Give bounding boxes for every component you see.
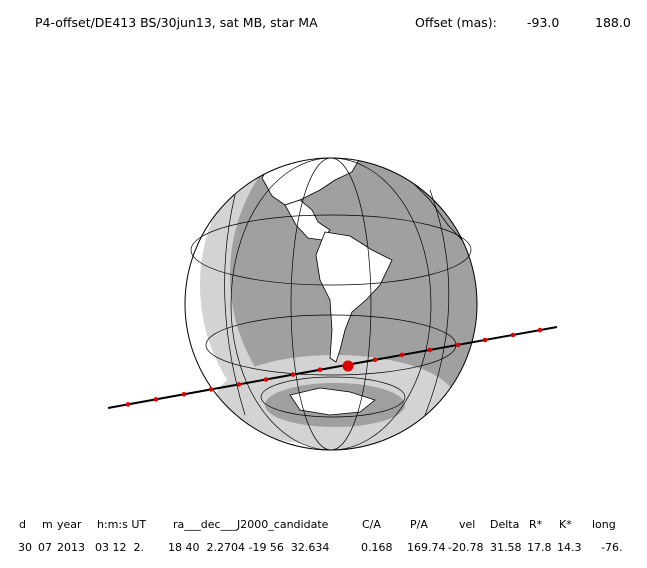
column-header: Delta xyxy=(490,518,519,531)
table-cell: 03 12 2. xyxy=(95,541,144,554)
globe xyxy=(184,157,478,451)
table-cell: 169.74 xyxy=(407,541,446,554)
table-cell: 31.58 xyxy=(490,541,522,554)
column-header: year xyxy=(57,518,82,531)
table-cell: 30 xyxy=(18,541,32,554)
column-header: h:m:s UT xyxy=(97,518,146,531)
table-cell: 17.8 xyxy=(527,541,552,554)
table-cell: -20.78 xyxy=(448,541,483,554)
table-cell: -76. xyxy=(601,541,622,554)
map-title: P4-offset/DE413 BS/30jun13, sat MB, star… xyxy=(35,15,318,30)
column-header: P/A xyxy=(410,518,428,531)
shadow-path xyxy=(107,326,558,409)
column-header: K* xyxy=(559,518,572,531)
table-cell: 2013 xyxy=(57,541,85,554)
column-header: long xyxy=(592,518,616,531)
table-cell: 18 40 2.2704 -19 56 32.634 xyxy=(168,541,329,554)
column-header: ra___dec___J2000_candidate xyxy=(173,518,329,531)
results-table: d m year h:m:s UT ra___dec___J2000_candidate… xyxy=(18,518,622,554)
column-header: C/A xyxy=(362,518,381,531)
column-header: vel xyxy=(459,518,475,531)
column-header: m xyxy=(42,518,53,531)
offset-label: Offset (mas): xyxy=(415,15,497,30)
table-cell: 0.168 xyxy=(361,541,393,554)
column-header: d xyxy=(19,518,26,531)
table-cell: 14.3 xyxy=(557,541,582,554)
offset-value: 188.0 xyxy=(595,15,631,30)
table-cell: 07 xyxy=(38,541,52,554)
offset-value: -93.0 xyxy=(527,15,559,30)
column-header: R* xyxy=(529,518,543,531)
